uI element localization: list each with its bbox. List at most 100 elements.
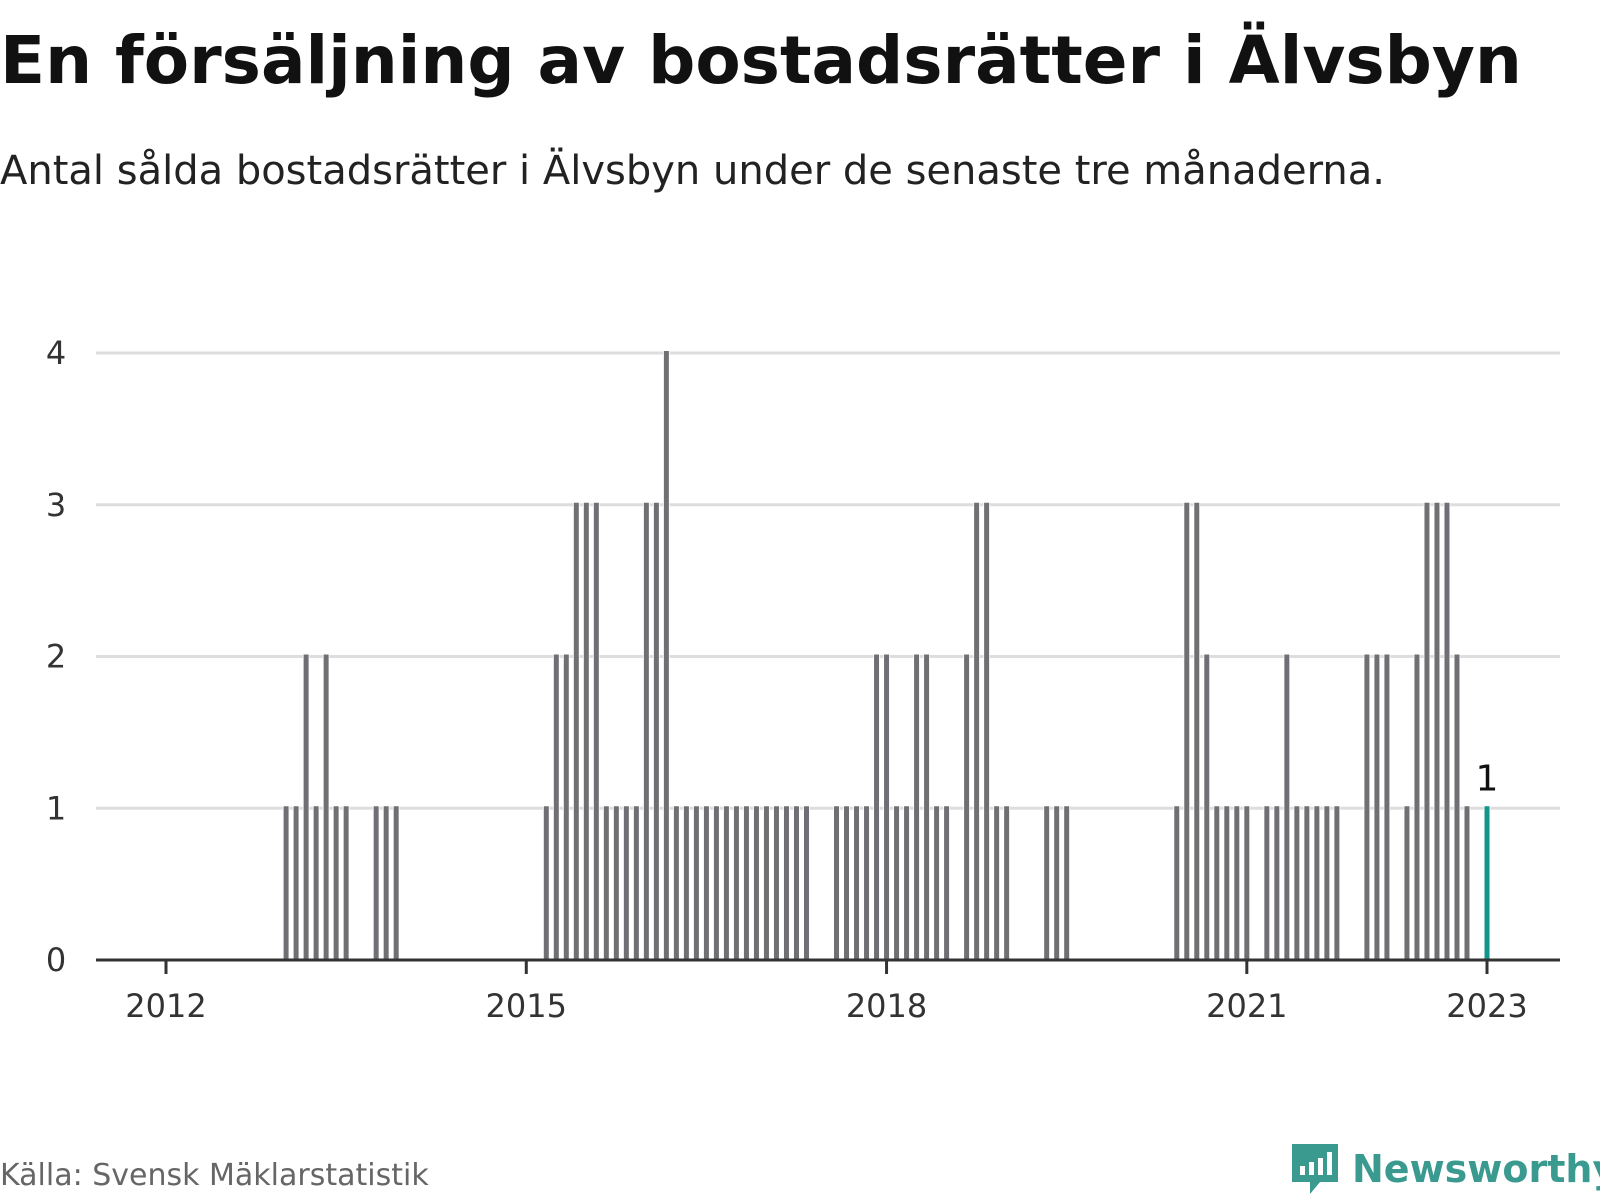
bar (893, 805, 900, 961)
bar (332, 805, 340, 961)
bar (923, 653, 930, 961)
bar (753, 805, 760, 961)
bar (1203, 653, 1211, 961)
bar (382, 805, 390, 961)
bar (1423, 502, 1431, 961)
bar (1383, 653, 1391, 961)
bar (973, 502, 980, 961)
bar (903, 805, 910, 961)
bar (643, 502, 650, 961)
gridlines (96, 351, 1560, 810)
bar (1413, 653, 1421, 961)
bar (1053, 805, 1060, 961)
annotations: 1 (1473, 755, 1502, 802)
bar (683, 805, 690, 961)
bar (1003, 805, 1010, 961)
bar (1403, 805, 1411, 961)
y-tick-label: 2 (46, 638, 66, 676)
bar (1193, 502, 1201, 961)
bar (673, 805, 680, 961)
y-tick-label: 4 (46, 334, 66, 372)
bar (933, 805, 940, 961)
chart-title: En försäljning av bostadsrätter i Älvsby… (0, 22, 1522, 99)
bar (1303, 805, 1311, 961)
x-tick-label: 2023 (1446, 987, 1527, 1025)
bar (853, 805, 860, 961)
bar (803, 805, 810, 961)
bar (573, 502, 580, 961)
bar (1463, 805, 1471, 961)
bar (1453, 653, 1461, 961)
bar (1313, 805, 1321, 961)
x-tick-label: 2018 (846, 987, 927, 1025)
bar (1243, 805, 1251, 961)
bar (1063, 805, 1070, 961)
bar (963, 653, 970, 961)
bar (1213, 805, 1221, 961)
bar (743, 805, 750, 961)
bar (913, 653, 920, 961)
bar (1223, 805, 1231, 961)
y-tick-label: 3 (46, 486, 66, 524)
bar (873, 653, 880, 961)
bar (793, 805, 800, 961)
bar (563, 653, 570, 961)
bar (1263, 805, 1271, 961)
bar (603, 805, 610, 961)
bar (943, 805, 950, 961)
bar (623, 805, 630, 961)
bar (1433, 502, 1441, 961)
bar (783, 805, 790, 961)
chart-subtitle: Antal sålda bostadsrätter i Älvsbyn unde… (0, 148, 1385, 194)
bar (1183, 502, 1191, 961)
x-axis-ticks: 2012 2015 2018 2021 2023 (125, 960, 1528, 1025)
bar (653, 502, 660, 961)
bar (1443, 502, 1451, 961)
bar (322, 653, 330, 961)
bar (1333, 805, 1341, 961)
x-tick-label: 2021 (1206, 987, 1287, 1025)
data-label-last: 1 (1476, 758, 1499, 799)
brand-name: Newsworthy (1352, 1147, 1600, 1191)
bar (993, 805, 1000, 961)
y-tick-label: 0 (46, 941, 66, 979)
bar (553, 653, 560, 961)
bar (723, 805, 730, 961)
bar (663, 350, 670, 961)
bar (733, 805, 740, 961)
bar (1373, 653, 1381, 961)
bar (693, 805, 700, 961)
bar (1323, 805, 1331, 961)
bar (843, 805, 850, 961)
bar (1173, 805, 1181, 961)
source-note: Källa: Svensk Mäklarstatistik (0, 1158, 429, 1193)
bar (983, 502, 990, 961)
bar (312, 805, 320, 961)
x-tick-label: 2015 (486, 987, 567, 1025)
bar (763, 805, 770, 961)
bar (583, 502, 590, 961)
bar (1363, 653, 1371, 961)
bar (543, 805, 550, 961)
bar (1483, 805, 1491, 961)
x-tick-label: 2012 (125, 987, 206, 1025)
newsworthy-logo-icon (1292, 1144, 1338, 1194)
bar (593, 502, 600, 961)
bar (342, 805, 350, 961)
bar (1233, 805, 1241, 961)
bar (713, 805, 720, 961)
bar (773, 805, 780, 961)
bar (703, 805, 710, 961)
bar (372, 805, 380, 961)
bar (302, 653, 310, 961)
bar (1273, 805, 1281, 961)
bar (613, 805, 620, 961)
bar (863, 805, 870, 961)
bar (1043, 805, 1050, 961)
bar (633, 805, 640, 961)
bar (1283, 653, 1291, 961)
y-tick-label: 1 (46, 789, 66, 827)
bar (282, 805, 290, 961)
bar (883, 653, 890, 961)
